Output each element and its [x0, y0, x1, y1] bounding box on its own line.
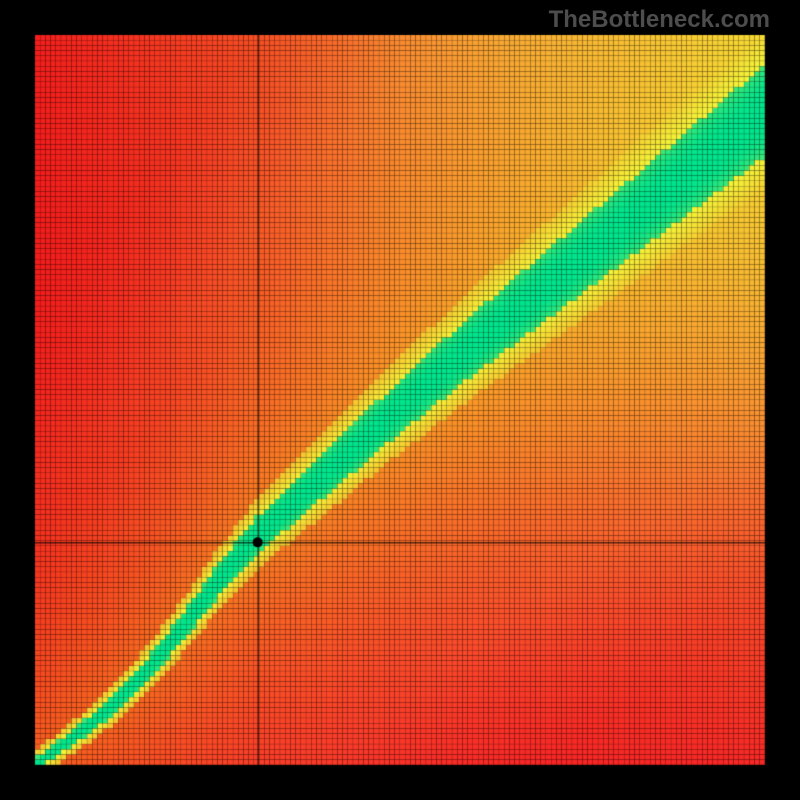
bottleneck-heatmap: [0, 0, 800, 800]
chart-container: TheBottleneck.com: [0, 0, 800, 800]
watermark-text: TheBottleneck.com: [549, 6, 770, 34]
